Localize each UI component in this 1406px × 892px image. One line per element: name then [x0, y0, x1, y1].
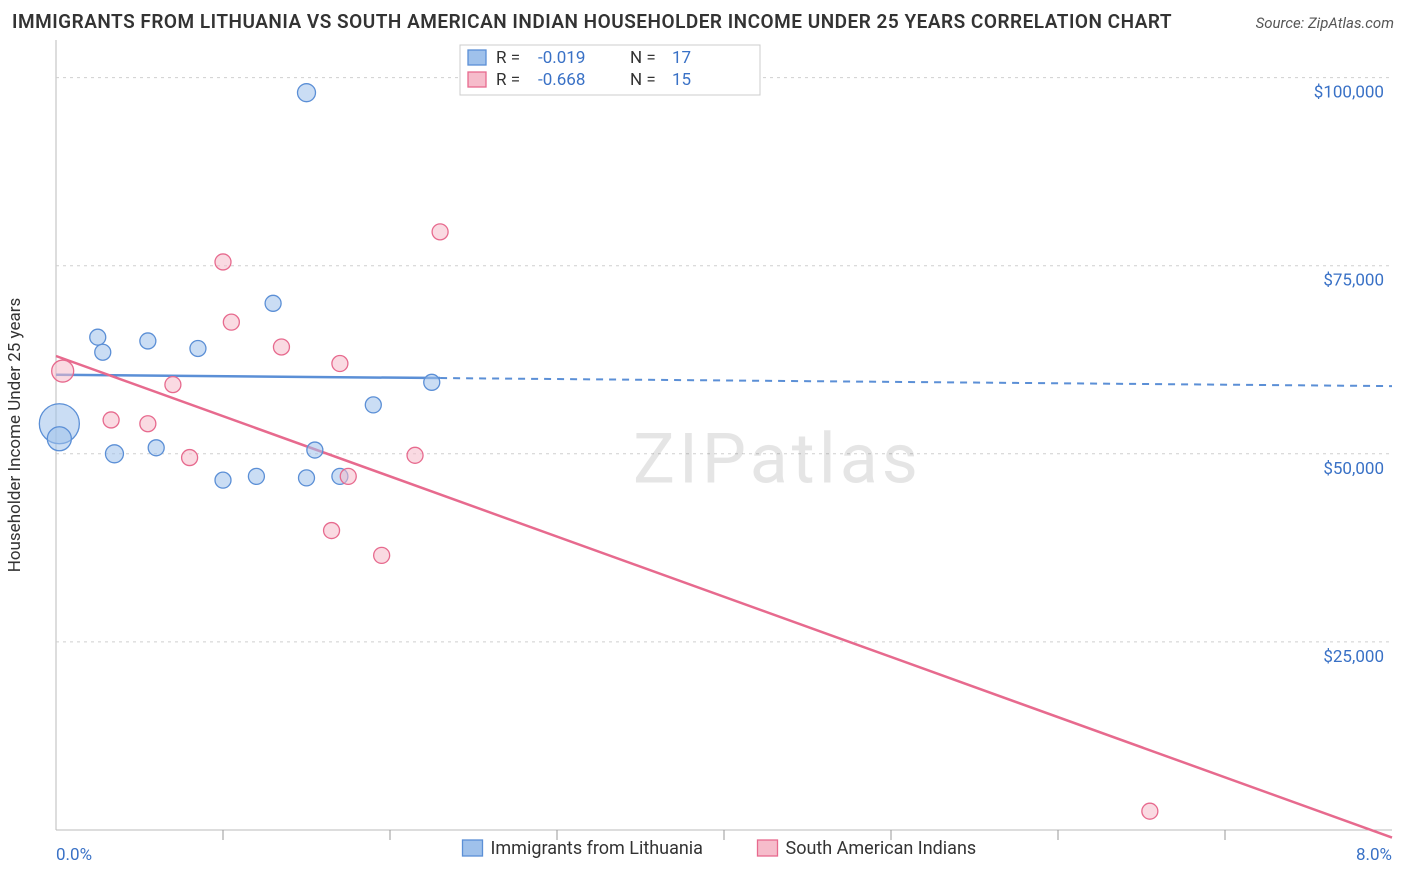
data-point [215, 254, 231, 270]
data-point [265, 295, 281, 311]
data-point [365, 397, 381, 413]
legend-N-value: 15 [672, 70, 691, 90]
data-point [432, 224, 448, 240]
legend-series-label: South American Indians [786, 838, 977, 859]
data-point [165, 377, 181, 393]
y-axis-label: Householder Income Under 25 years [5, 298, 25, 573]
data-point [95, 344, 111, 360]
data-point [324, 523, 340, 539]
trend-line-extrapolated [440, 378, 1392, 386]
data-point [105, 445, 123, 463]
data-point [248, 468, 264, 484]
legend-series-label: Immigrants from Lithuania [491, 838, 703, 859]
legend-R-label: R = [496, 70, 520, 90]
chart-title: IMMIGRANTS FROM LITHUANIA VS SOUTH AMERI… [12, 10, 1172, 33]
legend-swatch [463, 840, 483, 856]
y-tick-label: $50,000 [1323, 459, 1384, 479]
data-point [340, 468, 356, 484]
x-max-label: 8.0% [1356, 845, 1392, 865]
x-min-label: 0.0% [56, 845, 92, 865]
legend-R-value: -0.668 [538, 70, 585, 90]
data-point [298, 84, 316, 102]
data-point [424, 374, 440, 390]
data-point [140, 416, 156, 432]
watermark: ZIPatlas [633, 418, 922, 500]
y-tick-label: $25,000 [1323, 647, 1384, 667]
data-point [47, 427, 71, 451]
data-point [90, 329, 106, 345]
data-point [299, 470, 315, 486]
data-point [332, 356, 348, 372]
data-point [273, 339, 289, 355]
chart-container: $25,000 $50,000 $75,000 $100,000 ZIPatlas Hou… [0, 40, 1406, 892]
y-tick-label: $75,000 [1323, 271, 1384, 291]
data-point [182, 450, 198, 466]
data-point [140, 333, 156, 349]
legend-N-label: N = [630, 70, 656, 90]
chart-svg: $25,000 $50,000 $75,000 $100,000 ZIPatlas Hou… [0, 40, 1406, 892]
data-point [374, 547, 390, 563]
legend-R-label: R = [496, 48, 520, 68]
legend-swatch [468, 50, 486, 65]
data-point [190, 340, 206, 356]
data-point [148, 440, 164, 456]
y-tick-label: $100,000 [1314, 83, 1384, 103]
data-point [103, 412, 119, 428]
data-point [407, 447, 423, 463]
legend-R-value: -0.019 [538, 48, 585, 68]
data-point [223, 314, 239, 330]
data-point [307, 442, 323, 458]
data-point [1142, 803, 1158, 819]
legend-N-label: N = [630, 48, 656, 68]
legend-swatch [758, 840, 778, 856]
legend-N-value: 17 [672, 48, 691, 68]
data-point [52, 360, 74, 382]
data-point [215, 472, 231, 488]
source-label: Source: ZipAtlas.com [1256, 14, 1394, 32]
legend-swatch [468, 72, 486, 87]
